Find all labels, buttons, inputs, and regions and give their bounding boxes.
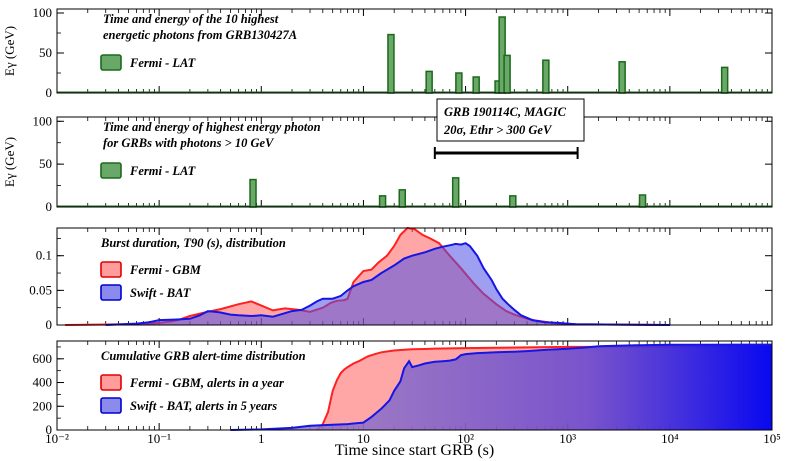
- x-tick-label: 10⁵: [763, 431, 781, 446]
- legend: Fermi - LAT: [100, 54, 197, 71]
- x-tick-label: 10: [357, 431, 370, 446]
- y-tick-label: 100: [33, 5, 53, 20]
- legend-label-fermi-lat: Fermi - LAT: [129, 164, 197, 178]
- y-axis-label: Eγ (GeV): [2, 26, 17, 76]
- legend-label-fermi-gbm: Fermi - GBM: [129, 263, 202, 277]
- y-tick-label: 0: [46, 317, 53, 332]
- y-tick-label: 0.1: [36, 248, 52, 263]
- magic-annotation-line-2: 20σ, Ethr > 300 GeV: [443, 123, 553, 137]
- magic-annotation-line-1: GRB 190114C, MAGIC: [444, 105, 567, 119]
- panel-frame: [56, 340, 773, 431]
- y-tick-label: 50: [39, 156, 52, 171]
- x-tick-label: 10⁻²: [45, 431, 69, 446]
- y-tick-label: 100: [33, 113, 53, 128]
- x-tick-label: 10³: [559, 431, 576, 446]
- panel-title-line-1: Time and energy of highest energy photon: [103, 120, 321, 134]
- panel-highest-photons-grb130427a: 0 50 100 Time and energy of the 10 highest…: [2, 5, 773, 100]
- x-axis-label: Time since start GRB (s): [335, 442, 494, 459]
- photon-bar: [509, 195, 517, 208]
- photon-bar: [542, 59, 550, 94]
- x-tick-label: 10⁻¹: [147, 431, 171, 446]
- panel-title: Cumulative GRB alert-time distribution: [101, 349, 306, 363]
- legend-label-fermi-gbm-alerts: Fermi - GBM, alerts in a year: [129, 376, 284, 390]
- legend: Fermi - GBM Swift - BAT: [100, 261, 202, 301]
- photon-bar: [398, 189, 407, 208]
- legend: Fermi - GBM, alerts in a year Swift - BA…: [100, 374, 284, 414]
- photon-bar: [451, 177, 460, 208]
- y-tick-label: 0: [46, 85, 53, 100]
- legend-swatch-fermi-lat: [100, 162, 122, 179]
- panel-frame: [56, 227, 773, 326]
- photon-bar: [249, 178, 257, 208]
- photon-bar: [720, 66, 729, 94]
- legend-label-swift-bat-alerts: Swift - BAT, alerts in 5 years: [130, 399, 277, 413]
- legend-swatch-swift-bat: [100, 284, 122, 301]
- photon-bar: [387, 33, 395, 94]
- series-area: [65, 228, 670, 325]
- series-line: [230, 343, 772, 431]
- series-area: [105, 243, 670, 325]
- photon-bar: [503, 54, 511, 94]
- x-axis: 10⁻² 10⁻¹ 1 10 10² 10³ 10⁴ 10⁵: [45, 431, 781, 446]
- x-tick-label: 10²: [457, 431, 474, 446]
- y-tick-label: 0: [46, 422, 53, 437]
- photon-bar: [425, 70, 433, 94]
- legend: Fermi - LAT: [100, 162, 197, 179]
- y-axis-label: Eγ (GeV): [2, 137, 17, 187]
- y-tick-label: 50: [39, 45, 52, 60]
- series-area: [230, 344, 772, 430]
- legend-swatch-fermi-gbm: [100, 261, 122, 278]
- x-tick-label: 1: [258, 431, 265, 446]
- y-tick-label: 200: [33, 398, 53, 413]
- panel-title-line-2: for GRBs with photons > 10 GeV: [103, 136, 275, 150]
- y-tick-label: 600: [33, 351, 53, 366]
- panel-cumulative-alert-time: 0 200 400 600 Cumulative GRB alert-time dis…: [33, 340, 773, 437]
- panel-t90-distribution: 0 0.05 0.1 Burst duration, T90 (s), distri…: [29, 226, 773, 332]
- y-tick-label: 400: [33, 375, 53, 390]
- photon-bar: [455, 72, 463, 94]
- panel-frame: [56, 8, 773, 94]
- photon-bar: [378, 195, 387, 208]
- series-line: [316, 345, 772, 431]
- photon-bar: [472, 76, 480, 94]
- panel-title: Burst duration, T90 (s), distribution: [100, 236, 286, 250]
- y-tick-label: 0: [46, 199, 53, 214]
- panel-highest-photons-per-grb: 0 50 100 Time and energy of highest energy…: [2, 98, 773, 214]
- photon-bar: [618, 61, 626, 94]
- y-tick-label: 0.05: [29, 282, 52, 297]
- magic-annotation: GRB 190114C, MAGIC 20σ, Ethr > 300 GeV: [433, 98, 585, 159]
- panel-frame: [56, 116, 773, 208]
- series-line: [105, 242, 670, 326]
- x-tick-label: 10⁴: [661, 431, 679, 446]
- legend-swatch-swift-bat: [100, 397, 122, 414]
- legend-label-fermi-lat: Fermi - LAT: [129, 56, 197, 70]
- panel-title-line-2: energetic photons from GRB130427A: [103, 28, 297, 42]
- legend-label-swift-bat: Swift - BAT: [130, 286, 192, 300]
- magic-annotation-box: [436, 98, 585, 142]
- legend-swatch-fermi-gbm: [100, 374, 122, 391]
- legend-swatch-fermi-lat: [100, 54, 122, 71]
- panel-title-line-1: Time and energy of the 10 highest: [103, 12, 279, 26]
- photon-bar: [638, 194, 647, 208]
